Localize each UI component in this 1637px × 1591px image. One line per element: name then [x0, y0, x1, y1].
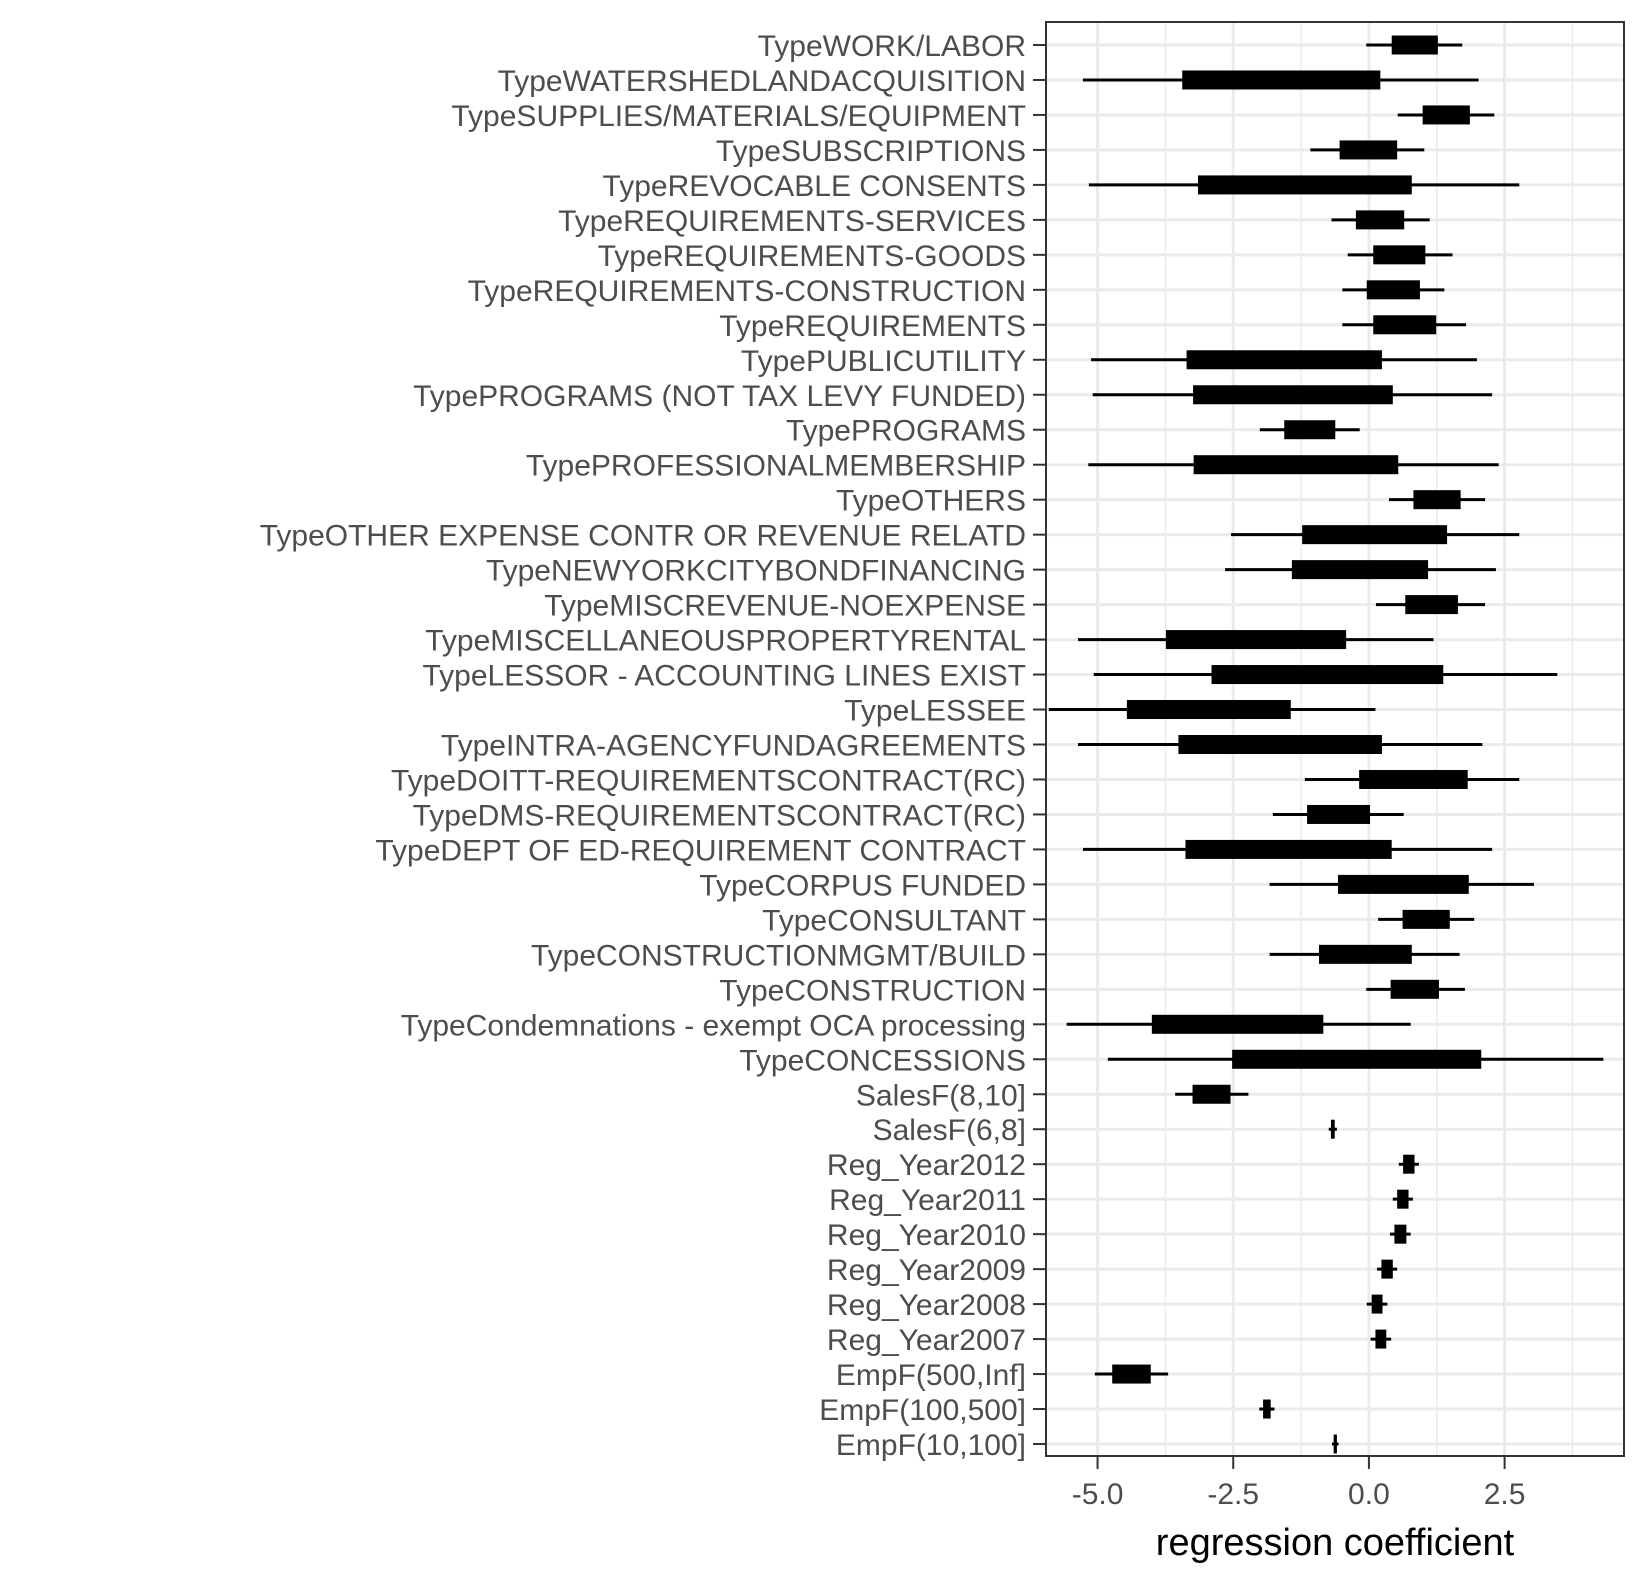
- inner-interval: [1185, 839, 1392, 859]
- inner-interval: [1126, 700, 1291, 720]
- inner-interval: [1151, 1014, 1324, 1034]
- inner-interval: [1263, 1399, 1271, 1419]
- y-tick-label: SalesF(8,10]: [856, 1079, 1026, 1112]
- y-tick-label: TypeREVOCABLE CONSENTS: [603, 170, 1026, 203]
- y-tick-label: TypeCONSTRUCTIONMGMT/BUILD: [531, 939, 1026, 972]
- y-tick-label: TypeWORK/LABOR: [758, 30, 1026, 63]
- y-tick-label: Reg_Year2009: [827, 1254, 1026, 1287]
- y-tick-label: Reg_Year2007: [827, 1324, 1026, 1357]
- inner-interval: [1402, 909, 1450, 929]
- y-tick-label: TypeLESSOR - ACCOUNTING LINES EXIST: [423, 660, 1027, 693]
- inner-interval: [1373, 245, 1426, 265]
- inner-interval: [1403, 1154, 1415, 1174]
- inner-interval: [1405, 595, 1458, 615]
- y-tick-label: TypeDEPT OF ED-REQUIREMENT CONTRACT: [375, 834, 1026, 867]
- y-tick-label: TypeNEWYORKCITYBONDFINANCING: [486, 555, 1026, 588]
- panel-border: [1045, 21, 1625, 1457]
- y-tick-label: TypeREQUIREMENTS-CONSTRUCTION: [468, 275, 1026, 308]
- inner-interval: [1165, 630, 1347, 650]
- y-tick-label: TypeREQUIREMENTS: [719, 310, 1026, 343]
- y-tick-label: TypeLESSEE: [844, 695, 1026, 728]
- inner-interval: [1394, 1224, 1407, 1244]
- y-tick-label: TypeCONSULTANT: [762, 904, 1026, 937]
- y-tick-label: TypePROGRAMS (NOT TAX LEVY FUNDED): [413, 380, 1026, 413]
- y-tick-label: TypeOTHERS: [836, 485, 1026, 518]
- inner-interval: [1178, 735, 1382, 754]
- y-tick-label: Reg_Year2011: [829, 1184, 1026, 1217]
- interval-marks: [1048, 35, 1604, 1454]
- y-tick-label: TypeOTHER EXPENSE CONTR OR REVENUE RELAT…: [260, 520, 1026, 553]
- y-tick-label: EmpF(500,Inf]: [836, 1359, 1026, 1392]
- y-tick-label: TypePROFESSIONALMEMBERSHIP: [526, 450, 1026, 483]
- inner-interval: [1193, 385, 1393, 405]
- y-tick-label: TypeWATERSHEDLANDACQUISITION: [498, 65, 1026, 98]
- inner-interval: [1211, 665, 1444, 685]
- inner-interval: [1422, 105, 1470, 125]
- inner-interval: [1397, 1189, 1409, 1209]
- inner-interval: [1197, 175, 1412, 195]
- y-tick-label: TypeREQUIREMENTS-GOODS: [598, 240, 1026, 273]
- y-tick-label: TypeMISCREVENUE-NOEXPENSE: [544, 590, 1026, 623]
- y-tick-label: SalesF(6,8]: [873, 1114, 1026, 1147]
- inner-interval: [1192, 1084, 1231, 1104]
- x-tick-label: 2.5: [1484, 1478, 1526, 1511]
- y-tick-label: EmpF(100,500]: [819, 1394, 1026, 1427]
- inner-interval: [1291, 560, 1429, 580]
- inner-interval: [1390, 979, 1439, 999]
- y-tick-label: Reg_Year2008: [827, 1289, 1026, 1322]
- y-tick-label: TypeCONSTRUCTION: [719, 974, 1026, 1007]
- x-tick-label: -2.5: [1207, 1478, 1259, 1511]
- inner-interval: [1371, 1294, 1383, 1314]
- y-tick-label: Reg_Year2012: [827, 1149, 1026, 1182]
- y-tick-label: TypeMISCELLANEOUSPROPERTYRENTAL: [425, 625, 1026, 658]
- y-tick-label: TypeSUBSCRIPTIONS: [716, 135, 1026, 168]
- inner-interval: [1359, 769, 1468, 789]
- inner-interval: [1186, 350, 1382, 370]
- y-axis: TypeWORK/LABORTypeWATERSHEDLANDACQUISITI…: [260, 30, 1046, 1462]
- y-tick-label: TypeINTRA-AGENCYFUNDAGREEMENTS: [441, 730, 1026, 763]
- y-tick-label: TypeREQUIREMENTS-SERVICES: [558, 205, 1026, 238]
- inner-interval: [1193, 455, 1399, 475]
- y-tick-label: TypeDMS-REQUIREMENTSCONTRACT(RC): [413, 799, 1026, 832]
- inner-interval: [1413, 490, 1461, 510]
- inner-interval: [1330, 1119, 1335, 1139]
- x-axis-title: regression coefficient: [1156, 1522, 1515, 1564]
- y-tick-label: TypePROGRAMS: [786, 415, 1026, 448]
- x-tick-label: -5.0: [1072, 1478, 1124, 1511]
- inner-interval: [1182, 70, 1381, 90]
- x-axis: -5.0 -2.5 0.0 2.5: [1072, 1456, 1526, 1511]
- inner-interval: [1232, 1049, 1482, 1069]
- inner-interval: [1337, 874, 1469, 894]
- y-tick-label: TypeCONCESSIONS: [739, 1044, 1026, 1077]
- inner-interval: [1339, 140, 1398, 160]
- inner-interval: [1391, 35, 1438, 55]
- y-tick-label: TypeSUPPLIES/MATERIALS/EQUIPMENT: [451, 100, 1026, 133]
- inner-interval: [1284, 420, 1336, 440]
- y-tick-label: EmpF(10,100]: [836, 1429, 1026, 1462]
- inner-interval: [1373, 315, 1437, 335]
- inner-interval: [1375, 1329, 1387, 1349]
- inner-interval: [1355, 210, 1405, 230]
- inner-interval: [1307, 804, 1371, 824]
- inner-interval: [1366, 280, 1420, 300]
- inner-interval: [1302, 525, 1448, 545]
- inner-interval: [1333, 1434, 1337, 1454]
- y-tick-label: TypeCORPUS FUNDED: [699, 869, 1026, 902]
- y-tick-label: TypeDOITT-REQUIREMENTSCONTRACT(RC): [391, 764, 1026, 797]
- y-tick-label: TypePUBLICUTILITY: [741, 345, 1026, 378]
- inner-interval: [1112, 1364, 1151, 1384]
- y-tick-label: TypeCondemnations - exempt OCA processin…: [401, 1009, 1026, 1042]
- x-tick-label: 0.0: [1348, 1478, 1390, 1511]
- y-tick-label: Reg_Year2010: [827, 1219, 1026, 1252]
- inner-interval: [1381, 1259, 1393, 1279]
- inner-interval: [1318, 944, 1412, 964]
